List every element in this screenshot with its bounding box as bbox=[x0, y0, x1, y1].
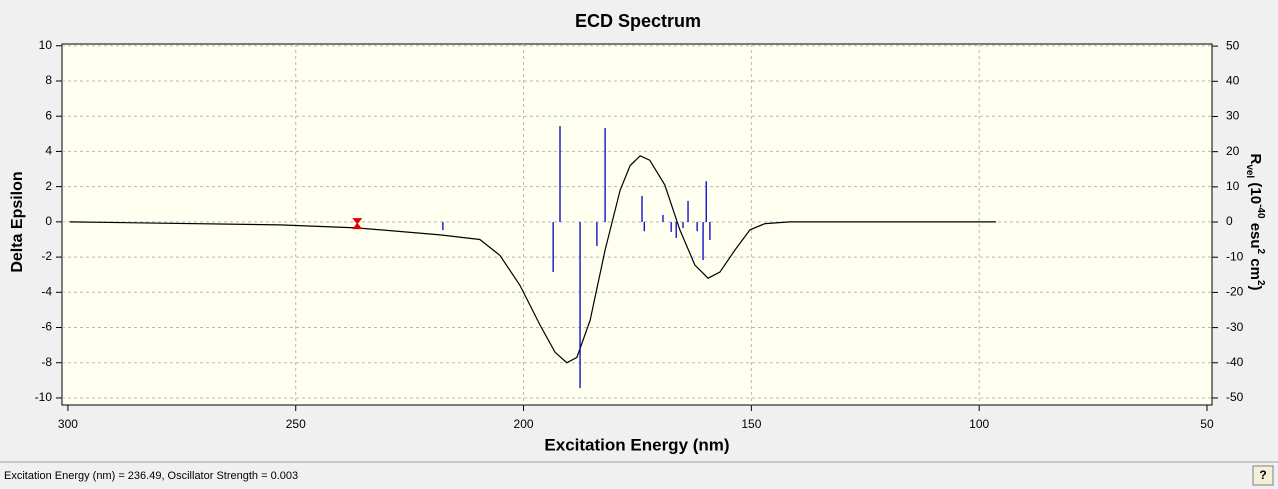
y2-tick-label: -40 bbox=[1226, 355, 1244, 369]
spectrum-line bbox=[69, 155, 997, 364]
help-button[interactable] bbox=[1252, 465, 1274, 486]
y-tick-label: 4 bbox=[45, 144, 52, 158]
y2-label-part: 2 bbox=[1255, 280, 1266, 286]
y2-tick-label: -50 bbox=[1226, 390, 1244, 404]
y2-label-part: R bbox=[1247, 153, 1264, 164]
y-tick-label: 6 bbox=[45, 108, 52, 122]
y2-tick-label: 20 bbox=[1226, 144, 1240, 158]
x-tick-label: 200 bbox=[514, 417, 534, 431]
y2-tick-label: -30 bbox=[1226, 320, 1244, 334]
x-tick-label: 250 bbox=[286, 417, 306, 431]
y2-label-part: vel bbox=[1244, 164, 1255, 178]
help-button-label[interactable]: ? bbox=[1259, 468, 1266, 482]
y-tick-label: 0 bbox=[45, 214, 52, 228]
selected-marker bbox=[352, 218, 363, 230]
y2-tick-label: -20 bbox=[1226, 285, 1244, 299]
y2-tick-label: -10 bbox=[1226, 249, 1244, 263]
y-tick-label: -8 bbox=[41, 355, 52, 369]
y-tick-label: -4 bbox=[41, 284, 52, 298]
y-tick-label: -2 bbox=[41, 249, 52, 263]
y-axis-label: Delta Epsilon bbox=[9, 171, 26, 272]
y-tick-label: 10 bbox=[39, 38, 53, 52]
y-tick-label: -6 bbox=[41, 320, 52, 334]
y-tick-label: -10 bbox=[35, 390, 53, 404]
y2-tick-label: 10 bbox=[1226, 179, 1240, 193]
y-tick-label: 2 bbox=[45, 179, 52, 193]
x-axis-label: Excitation Energy (nm) bbox=[544, 435, 729, 454]
status-text: Excitation Energy (nm) = 236.49, Oscilla… bbox=[4, 470, 298, 482]
y2-label-part: cm bbox=[1247, 254, 1264, 280]
x-tick-label: 300 bbox=[58, 417, 78, 431]
x-tick-label: 150 bbox=[741, 417, 761, 431]
y2-label-part: -40 bbox=[1255, 204, 1266, 219]
y2-tick-label: 0 bbox=[1226, 214, 1233, 228]
y2-axis-label: Rvel (10-40 esu2 cm2) bbox=[1244, 153, 1266, 290]
chart-title: ECD Spectrum bbox=[575, 11, 701, 31]
y2-label-part: (10 bbox=[1247, 178, 1264, 204]
y2-label-part: 2 bbox=[1255, 249, 1266, 255]
y-tick-label: 8 bbox=[45, 73, 52, 87]
y2-label-part: ) bbox=[1247, 286, 1264, 291]
y2-label-part: esu bbox=[1247, 219, 1264, 249]
x-tick-label: 50 bbox=[1200, 417, 1214, 431]
y2-tick-label: 40 bbox=[1226, 73, 1240, 87]
y2-tick-label: 30 bbox=[1226, 109, 1240, 123]
y2-tick-label: 50 bbox=[1226, 38, 1240, 52]
x-tick-label: 100 bbox=[969, 417, 989, 431]
